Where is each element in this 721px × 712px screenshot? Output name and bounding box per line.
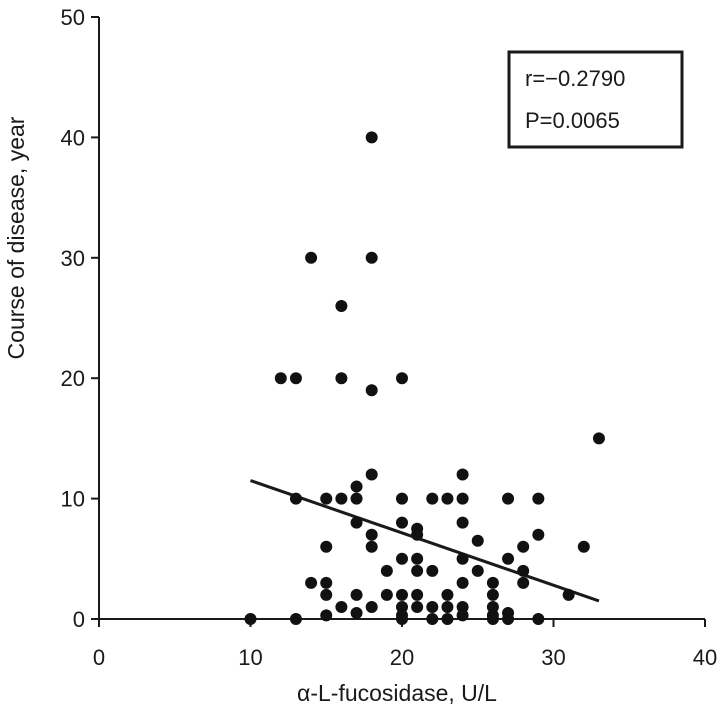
data-point <box>577 540 590 553</box>
data-point <box>441 600 454 613</box>
data-point <box>486 588 499 601</box>
data-point <box>350 480 363 493</box>
data-point <box>320 588 333 601</box>
data-point <box>335 299 348 312</box>
data-point <box>562 588 575 601</box>
data-point <box>396 372 408 385</box>
data-point <box>426 564 439 577</box>
data-point <box>289 492 302 505</box>
data-point <box>365 131 378 144</box>
y-tick-label: 40 <box>61 125 85 150</box>
x-tick-label: 0 <box>93 645 105 670</box>
data-point <box>350 588 363 601</box>
data-point <box>289 372 302 385</box>
data-point <box>441 613 454 625</box>
data-point <box>426 600 439 613</box>
data-point <box>350 606 363 619</box>
x-tick-label: 30 <box>541 645 565 670</box>
x-axis-ticks: 0 10 20 30 40 <box>93 619 717 670</box>
data-point <box>396 492 408 505</box>
data-point <box>365 384 378 397</box>
data-point <box>365 528 378 541</box>
data-point <box>365 600 378 613</box>
data-point <box>365 468 378 481</box>
correlation-r-text: r=−0.2790 <box>525 66 625 91</box>
data-point <box>320 576 333 589</box>
data-point <box>517 564 530 577</box>
data-point <box>456 576 469 589</box>
data-point <box>471 534 484 547</box>
data-point <box>396 600 408 613</box>
data-point <box>396 588 408 601</box>
data-point <box>320 492 333 505</box>
data-point <box>456 516 469 529</box>
data-point <box>305 251 318 264</box>
data-point <box>320 609 333 622</box>
data-point <box>532 492 545 505</box>
y-tick-label: 30 <box>61 246 85 271</box>
regression-line <box>250 479 600 603</box>
data-point <box>411 564 424 577</box>
data-point <box>320 540 333 553</box>
x-tick-label: 10 <box>238 645 262 670</box>
data-point <box>350 516 363 529</box>
y-tick-label: 0 <box>73 607 85 632</box>
data-point <box>456 468 469 481</box>
data-point <box>426 492 439 505</box>
data-point <box>471 564 484 577</box>
y-axis-title: Course of disease, year <box>3 116 29 359</box>
data-point <box>380 564 393 577</box>
data-point <box>411 528 424 541</box>
data-point <box>456 609 469 622</box>
data-point <box>456 492 469 505</box>
data-point <box>335 372 348 385</box>
y-axis-ticks: 0 10 20 30 40 50 <box>61 5 99 632</box>
data-point <box>502 552 515 565</box>
data-point <box>396 516 408 529</box>
data-point <box>350 492 363 505</box>
data-point <box>456 600 469 613</box>
stats-box: r=−0.2790 P=0.0065 <box>507 50 684 149</box>
y-tick-label: 20 <box>61 366 85 391</box>
data-point <box>411 600 424 613</box>
data-point <box>486 613 499 625</box>
data-point <box>426 613 439 625</box>
data-point <box>335 600 348 613</box>
data-point <box>244 613 257 625</box>
stats-box-border <box>507 50 684 149</box>
trendline-group <box>250 479 600 603</box>
p-value-text: P=0.0065 <box>525 108 620 133</box>
data-point <box>380 588 393 601</box>
data-point <box>456 552 469 565</box>
data-point <box>517 576 530 589</box>
data-point <box>502 492 515 505</box>
x-tick-label: 40 <box>693 645 717 670</box>
data-point <box>396 552 408 565</box>
data-point <box>532 613 545 625</box>
x-axis-title: α-L-fucosidase, U/L <box>297 680 497 706</box>
data-point <box>365 251 378 264</box>
data-point <box>486 576 499 589</box>
y-tick-label: 50 <box>61 5 85 30</box>
data-point <box>592 432 605 445</box>
x-tick-label: 20 <box>390 645 414 670</box>
data-point <box>365 540 378 553</box>
data-point <box>486 600 499 613</box>
data-point <box>502 613 515 625</box>
data-point <box>274 372 287 385</box>
data-points <box>244 131 605 625</box>
y-tick-label: 10 <box>61 487 85 512</box>
data-point <box>411 588 424 601</box>
data-point <box>411 552 424 565</box>
data-point <box>532 528 545 541</box>
data-point <box>305 576 318 589</box>
data-point <box>441 492 454 505</box>
data-point <box>289 613 302 625</box>
data-point <box>441 588 454 601</box>
data-point <box>396 613 408 625</box>
data-point <box>517 540 530 553</box>
data-point <box>335 492 348 505</box>
